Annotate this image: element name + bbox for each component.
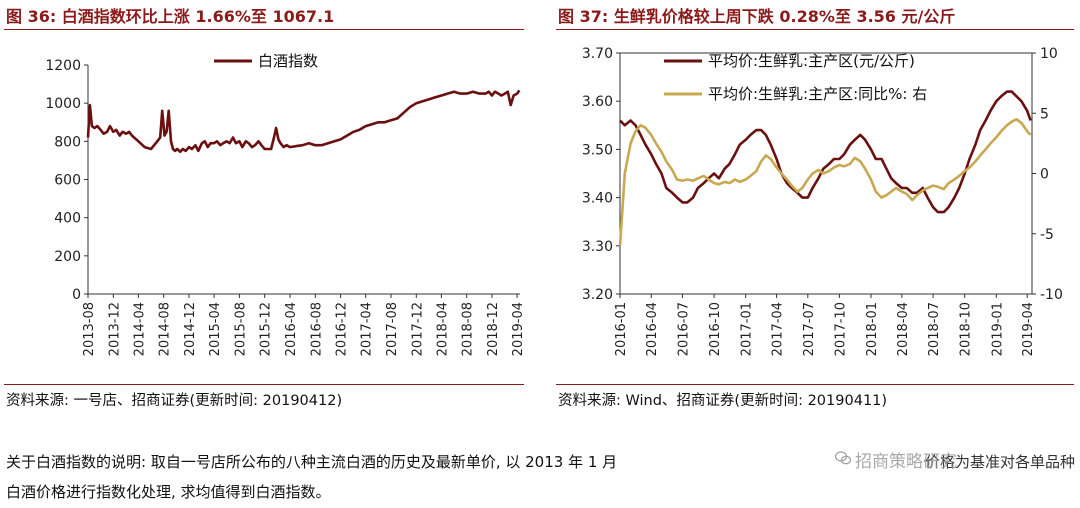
right-source-rule bbox=[556, 384, 1074, 385]
x-tick-label: 2018-04 bbox=[896, 302, 911, 356]
x-tick-label: 2015-12 bbox=[259, 302, 274, 356]
y2-tick-label: 10 bbox=[1040, 46, 1058, 62]
y-tick-label: 600 bbox=[54, 173, 81, 189]
legend-label: 白酒指数 bbox=[258, 52, 318, 70]
note-line-1: 关于白酒指数的说明: 取自一号店所公布的八种主流白酒的历史及最新单价, 以 20… bbox=[6, 453, 618, 471]
series-line-1 bbox=[618, 118, 1032, 246]
x-tick-label: 2017-12 bbox=[410, 302, 425, 356]
x-tick-label: 2018-01 bbox=[865, 302, 880, 356]
x-tick-label: 2014-04 bbox=[132, 302, 147, 356]
x-tick-label: 2016-12 bbox=[335, 302, 350, 356]
y-tick-label: 1200 bbox=[45, 58, 81, 74]
x-tick-label: 2019-04 bbox=[511, 302, 526, 356]
y-tick-label: 0 bbox=[72, 287, 81, 303]
left-source-rule bbox=[4, 384, 524, 385]
y-tick-label: 200 bbox=[54, 249, 81, 265]
x-tick-label: 2019-01 bbox=[990, 302, 1005, 356]
x-tick-label: 2013-12 bbox=[107, 302, 122, 356]
right-title-rule bbox=[556, 29, 1074, 30]
legend-label: 平均价:生鲜乳:主产区(元/公斤) bbox=[708, 52, 915, 70]
right-chart-title: 图 37: 生鲜乳价格较上周下跌 0.28%至 3.56 元/公斤 bbox=[558, 7, 956, 26]
x-tick-label: 2015-04 bbox=[208, 302, 223, 356]
x-tick-label: 2018-10 bbox=[959, 302, 974, 356]
x-tick-label: 2016-04 bbox=[645, 302, 660, 356]
y-tick-label: 1000 bbox=[45, 96, 81, 112]
series-line-0 bbox=[86, 89, 521, 154]
left-title-rule bbox=[4, 29, 524, 30]
note-line-2: 白酒价格进行指数化处理, 求均值得到白酒指数。 bbox=[6, 483, 331, 501]
left-chart-title: 图 36: 白酒指数环比上涨 1.66%至 1067.1 bbox=[6, 7, 335, 26]
series-line-0 bbox=[619, 90, 1032, 214]
x-tick-label: 2015-08 bbox=[233, 302, 248, 356]
y-tick-label: 3.50 bbox=[582, 142, 613, 158]
y2-tick-label: 0 bbox=[1040, 167, 1049, 183]
y2-tick-label: -10 bbox=[1040, 287, 1063, 303]
y-tick-label: 3.60 bbox=[582, 94, 613, 110]
x-tick-label: 2018-12 bbox=[486, 302, 501, 356]
right-chart-source: 资料来源: Wind、招商证券(更新时间: 20190411) bbox=[558, 393, 888, 409]
x-tick-label: 2013-08 bbox=[82, 302, 97, 356]
y-tick-label: 3.20 bbox=[582, 287, 613, 303]
x-tick-label: 2017-08 bbox=[385, 302, 400, 356]
x-tick-label: 2018-04 bbox=[435, 302, 450, 356]
y2-tick-label: 5 bbox=[1040, 106, 1049, 122]
y-tick-label: 3.40 bbox=[582, 191, 613, 207]
x-tick-label: 2014-12 bbox=[183, 302, 198, 356]
legend-label: 平均价:生鲜乳:主产区:同比%: 右 bbox=[708, 85, 927, 103]
x-tick-label: 2017-01 bbox=[740, 302, 755, 356]
x-tick-label: 2017-10 bbox=[833, 302, 848, 356]
x-tick-label: 2016-08 bbox=[309, 302, 324, 356]
wechat-icon bbox=[835, 451, 851, 465]
x-tick-label: 2016-10 bbox=[708, 302, 723, 356]
x-tick-label: 2016-07 bbox=[676, 302, 691, 356]
x-tick-label: 2019-04 bbox=[1021, 302, 1036, 356]
y-tick-label: 3.30 bbox=[582, 239, 613, 255]
raw-milk-price-chart: 3.20 3.30 3.40 3.50 3.60 3.70 -10 -5 0 5 10 2016-01… bbox=[582, 46, 1063, 356]
y-tick-label: 3.70 bbox=[582, 46, 613, 62]
left-chart-source: 资料来源: 一号店、招商证券(更新时间: 20190412) bbox=[6, 393, 343, 409]
y2-tick-label: -5 bbox=[1040, 227, 1054, 243]
x-tick-label: 2018-08 bbox=[461, 302, 476, 356]
x-tick-label: 2017-07 bbox=[802, 302, 817, 356]
watermark-text: 招商策略研究 bbox=[855, 452, 957, 472]
x-tick-label: 2017-04 bbox=[360, 302, 375, 356]
note-line-1-tail: 价格为基准对各单品种 bbox=[925, 453, 1076, 471]
y-tick-label: 800 bbox=[54, 134, 81, 150]
x-tick-label: 2014-08 bbox=[158, 302, 173, 356]
x-tick-label: 2017-04 bbox=[771, 302, 786, 356]
x-tick-label: 2016-01 bbox=[614, 302, 629, 356]
y-tick-label: 400 bbox=[54, 211, 81, 227]
liquor-index-chart: 0 200 400 600 800 1000 1200 2013-08 2013-12 2014-… bbox=[45, 52, 526, 356]
x-tick-label: 2018-07 bbox=[927, 302, 942, 356]
x-tick-label: 2016-04 bbox=[284, 302, 299, 356]
